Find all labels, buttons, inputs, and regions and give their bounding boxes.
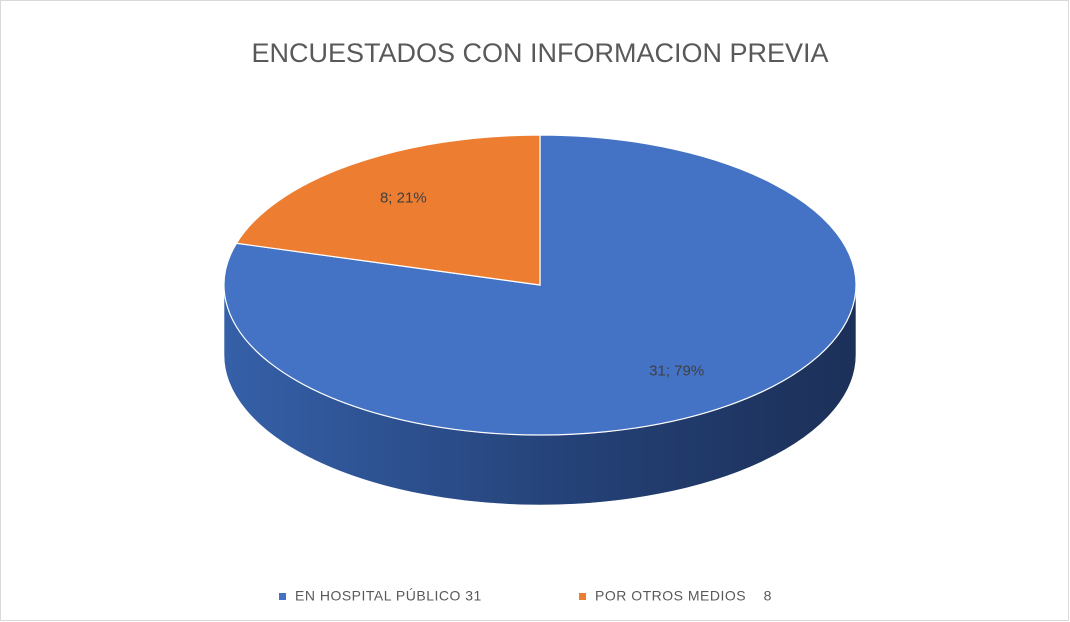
- data-label: 31; 79%: [649, 362, 704, 379]
- pie: 31; 79% 8; 21%: [223, 134, 857, 506]
- legend-marker: [579, 593, 586, 600]
- legend: EN HOSPITAL PÚBLICO 31 POR OTROS MEDIOS 8: [279, 588, 772, 604]
- chart-title: ENCUESTADOS CON INFORMACION PREVIA: [251, 38, 828, 68]
- legend-marker: [279, 593, 286, 600]
- pie-slice: [223, 134, 857, 436]
- pie-slice: [235, 134, 541, 286]
- legend-label: EN HOSPITAL PÚBLICO 31: [295, 588, 482, 604]
- legend-label: POR OTROS MEDIOS 8: [595, 588, 772, 604]
- data-label: 8; 21%: [380, 190, 427, 207]
